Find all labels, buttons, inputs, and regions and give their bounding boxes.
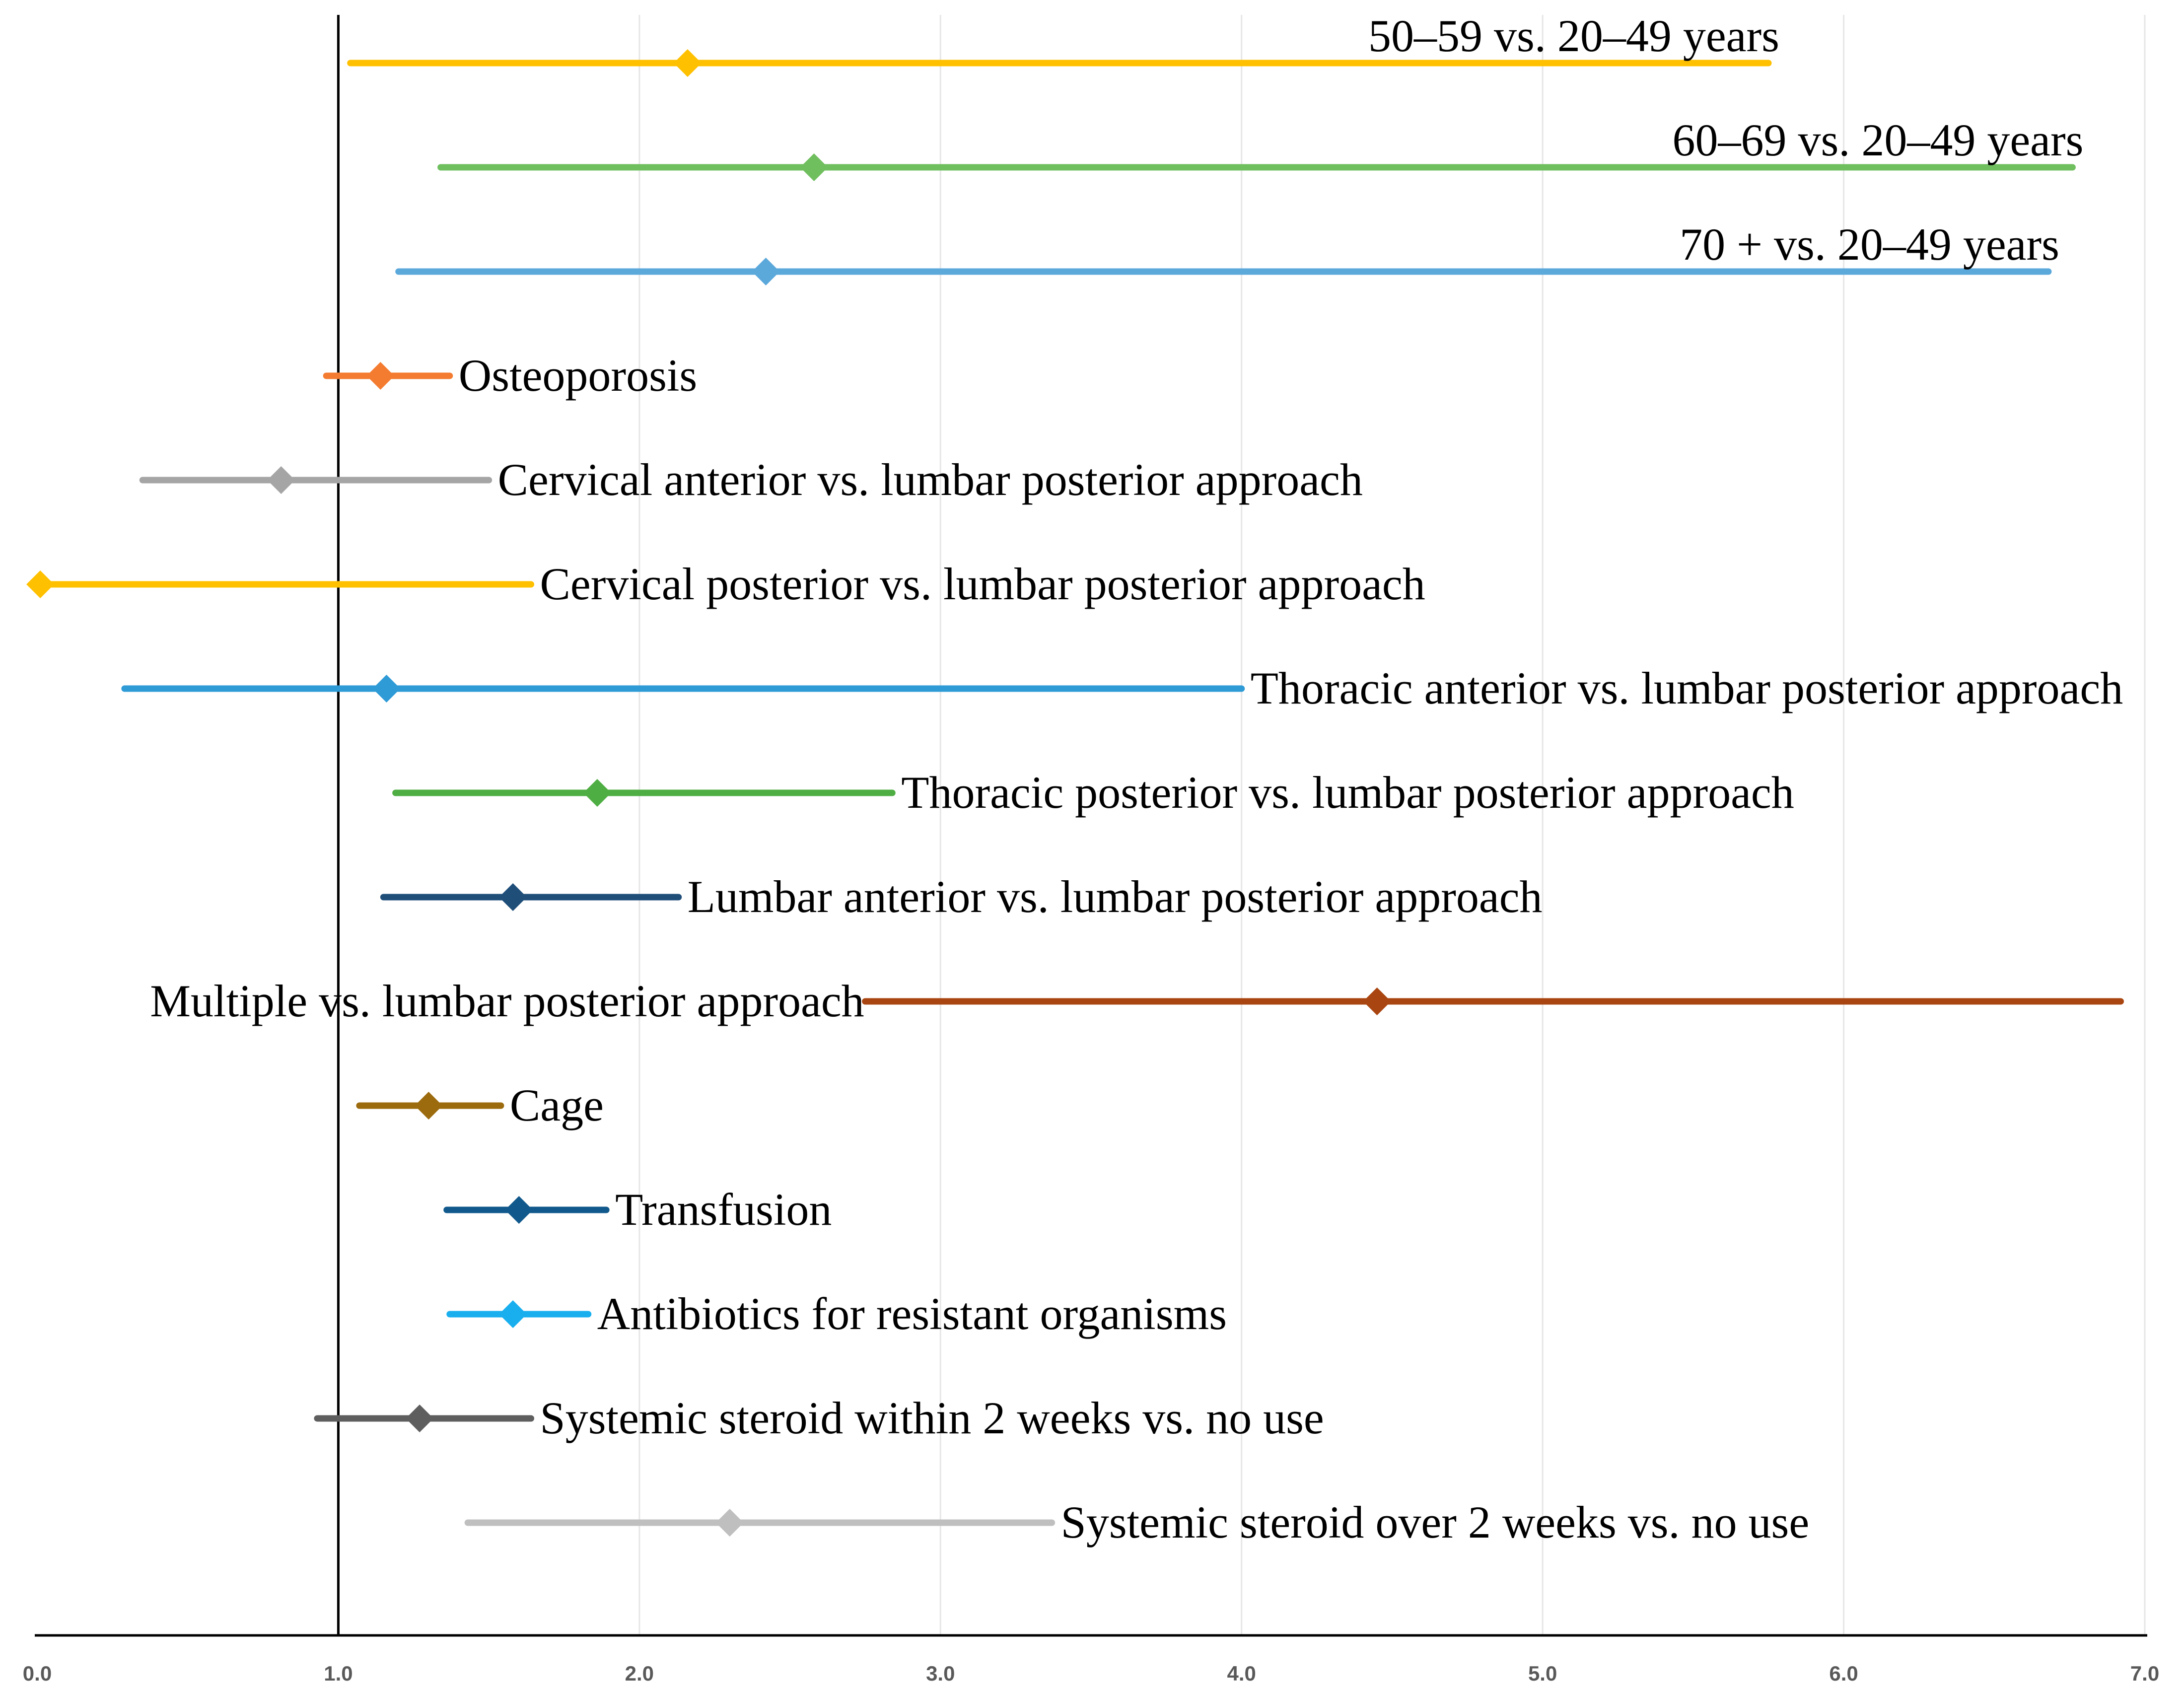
point-estimate-marker — [406, 1405, 434, 1432]
series-label: 60–69 vs. 20–49 years — [1673, 115, 2084, 165]
series-rows: 50–59 vs. 20–49 years 60–69 vs. 20–49 yea… — [26, 10, 2124, 1548]
point-estimate-marker — [673, 49, 702, 77]
series-label: 50–59 vs. 20–49 years — [1368, 10, 1779, 61]
series-label: Multiple vs. lumbar posterior approach — [150, 976, 864, 1026]
series-label: Cervical posterior vs. lumbar posterior … — [540, 559, 1425, 609]
series-row: Multiple vs. lumbar posterior approach — [150, 976, 2124, 1026]
series-row: Antibiotics for resistant organisms — [446, 1288, 1227, 1339]
series-label: Thoracic anterior vs. lumbar posterior a… — [1251, 663, 2123, 713]
point-estimate-marker — [752, 258, 780, 285]
series-label: Systemic steroid within 2 weeks vs. no u… — [540, 1393, 1324, 1443]
series-row: Cage — [356, 1080, 604, 1130]
series-label: Thoracic posterior vs. lumbar posterior … — [901, 767, 1794, 818]
series-row: 60–69 vs. 20–49 years — [437, 115, 2084, 181]
series-label: Transfusion — [615, 1184, 832, 1235]
point-estimate-marker — [715, 1509, 744, 1537]
series-row: Thoracic anterior vs. lumbar posterior a… — [121, 663, 2123, 713]
series-label: Cage — [510, 1080, 604, 1130]
series-label: 70 + vs. 20–49 years — [1680, 219, 2059, 270]
series-row: 70 + vs. 20–49 years — [395, 219, 2059, 285]
x-tick-label: 6.0 — [1829, 1662, 1858, 1685]
series-label: Osteoporosis — [459, 350, 697, 401]
point-estimate-marker — [372, 675, 401, 703]
series-row: 50–59 vs. 20–49 years — [347, 10, 1779, 77]
x-tick-label: 0.0 — [23, 1662, 52, 1685]
series-row: Systemic steroid over 2 weeks vs. no use — [464, 1497, 1810, 1548]
series-row: Transfusion — [443, 1184, 832, 1235]
series-label: Lumbar anterior vs. lumbar posterior app… — [688, 871, 1543, 922]
x-tick-label: 4.0 — [1227, 1662, 1256, 1685]
point-estimate-marker — [26, 570, 55, 598]
point-estimate-marker — [415, 1092, 443, 1120]
series-label: Cervical anterior vs. lumbar posterior a… — [498, 454, 1363, 505]
point-estimate-marker — [1363, 987, 1391, 1015]
x-tick-label: 5.0 — [1528, 1662, 1557, 1685]
series-row: Systemic steroid within 2 weeks vs. no u… — [314, 1393, 1324, 1443]
x-tick-label: 3.0 — [926, 1662, 955, 1685]
series-row: Lumbar anterior vs. lumbar posterior app… — [380, 871, 1543, 922]
x-tick-labels: 0.0 1.0 2.0 3.0 4.0 5.0 6.0 7.0 — [23, 1662, 2159, 1685]
series-label: Systemic steroid over 2 weeks vs. no use — [1061, 1497, 1810, 1548]
point-estimate-marker — [499, 883, 527, 911]
x-tick-label: 7.0 — [2130, 1662, 2159, 1685]
point-estimate-marker — [499, 1300, 527, 1328]
gridlines — [337, 15, 2146, 1635]
series-row: Thoracic posterior vs. lumbar posterior … — [392, 767, 1794, 818]
point-estimate-marker — [505, 1196, 533, 1224]
point-estimate-marker — [800, 153, 828, 181]
series-row: Osteoporosis — [323, 350, 697, 401]
x-tick-label: 2.0 — [625, 1662, 654, 1685]
series-label: Antibiotics for resistant organisms — [597, 1288, 1227, 1339]
point-estimate-marker — [366, 362, 395, 390]
point-estimate-marker — [583, 779, 611, 807]
series-row: Cervical posterior vs. lumbar posterior … — [26, 559, 1425, 609]
x-tick-label: 1.0 — [324, 1662, 352, 1685]
point-estimate-marker — [267, 466, 295, 494]
series-row: Cervical anterior vs. lumbar posterior a… — [139, 454, 1363, 505]
